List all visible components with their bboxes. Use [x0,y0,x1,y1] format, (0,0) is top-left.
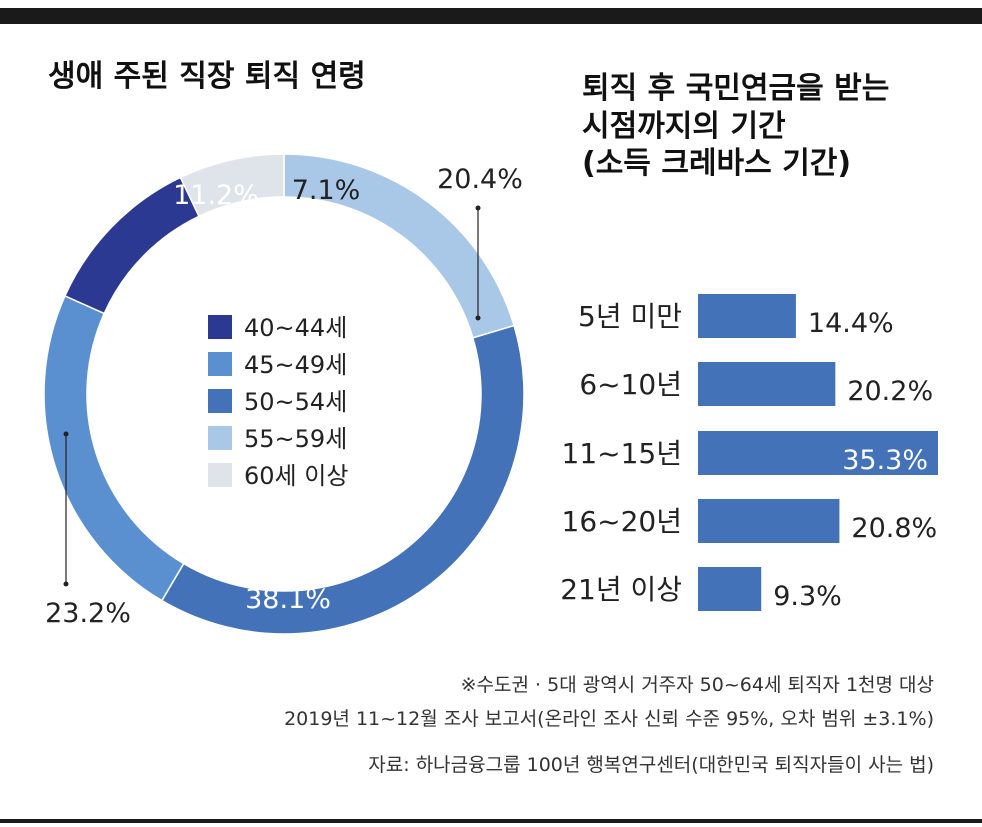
donut-chart-title: 생애 주된 직장 퇴직 연령 [48,59,366,94]
legend-label-0: 40~44세 [244,314,347,342]
bottom-rule [0,819,982,823]
bar-category-label-3: 16~20년 [562,505,682,538]
bar-0 [698,294,796,338]
bar-value-label-3: 20.8% [851,513,937,544]
donut-leader-1 [63,431,69,587]
bar-category-label-0: 5년 미만 [578,300,682,333]
legend-swatch-3 [208,426,232,450]
bar-value-label-4: 9.3% [773,581,842,612]
footnote-survey-period: 2019년 11~12월 조사 보고서(온라인 조사 신뢰 수준 95%, 오차… [284,708,934,730]
bar-value-label-2: 35.3% [842,445,928,476]
bar-value-label-0: 14.4% [808,308,894,339]
legend-swatch-1 [208,352,232,376]
donut-value-label-0: 11.2% [173,180,259,211]
donut-slice-4 [179,153,285,218]
donut-value-label-3: 20.4% [437,164,523,195]
bar-chart-title: 퇴직 후 국민연금을 받는 시점까지의 기간 (소득 크레바스 기간) [582,71,890,181]
bar-4 [698,567,762,611]
bar-3 [698,499,840,543]
legend-swatch-0 [208,315,232,339]
bar-1 [698,362,836,406]
legend-label-3: 55~59세 [244,425,347,453]
donut-value-label-2: 38.1% [245,584,331,615]
top-rule [0,8,982,24]
legend-label-1: 45~49세 [244,351,347,379]
footnote-survey-target: ※수도권 · 5대 광역시 거주자 50~64세 퇴직자 1천명 대상 [460,674,934,696]
bar-category-label-4: 21년 이상 [560,573,682,606]
bar-value-label-1: 20.2% [847,376,933,407]
bar-category-label-2: 11~15년 [562,437,682,470]
footnote-source: 자료: 하나금융그룹 100년 행복연구센터(대한민국 퇴직자들이 사는 법) [368,754,934,776]
donut-leader-3 [475,205,481,321]
donut-value-label-1: 23.2% [45,598,131,629]
legend-label-2: 50~54세 [244,388,347,416]
bar-category-label-1: 6~10년 [579,368,682,401]
legend-swatch-2 [208,389,232,413]
legend-swatch-4 [208,463,232,487]
bar-2 [698,431,938,475]
donut-value-label-4: 7.1% [292,175,361,206]
legend-label-4: 60세 이상 [244,462,348,490]
